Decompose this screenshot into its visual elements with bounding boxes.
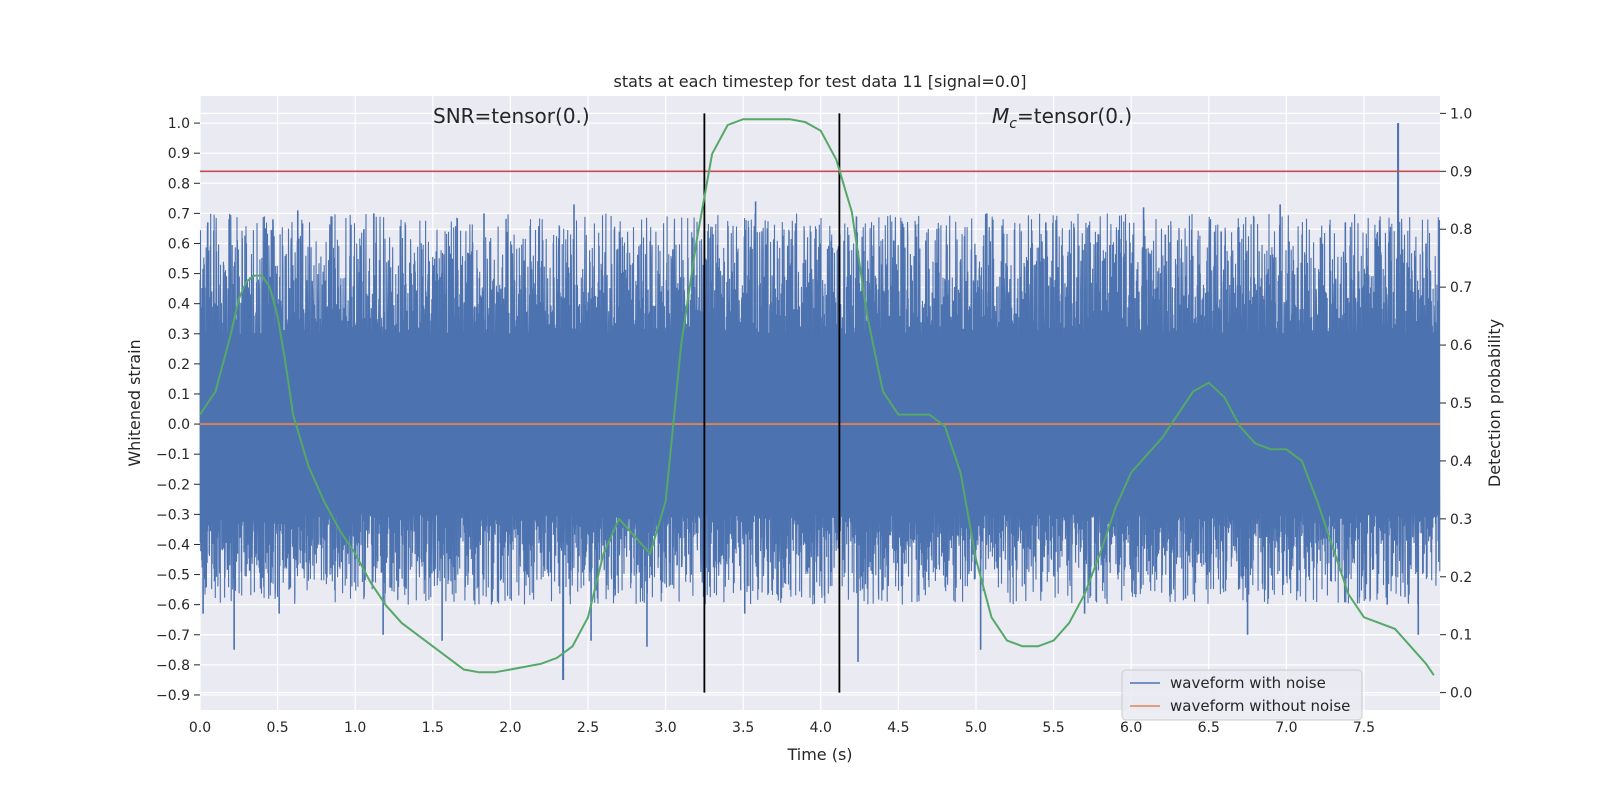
mc-value: =tensor(0.): [1017, 104, 1132, 128]
y-tick-label-left: 0.7: [168, 206, 190, 222]
x-tick-label: 0.0: [189, 720, 211, 736]
x-tick-label: 7.5: [1353, 720, 1375, 736]
y-tick-label-right: 0.0: [1450, 686, 1472, 702]
x-ticks: 0.0 0.5 1.0 1.5 2.0 2.5 3.0 3.5 4.0 4.5 5.0 5.5 6.0 6…: [189, 720, 1375, 736]
y-tick-label-left: −0.2: [156, 477, 190, 493]
x-tick-label: 3.5: [732, 720, 754, 736]
y-tick-label-right: 0.5: [1450, 396, 1472, 412]
chart-title: stats at each timestep for test data 11 …: [614, 72, 1027, 91]
y-tick-label-right: 1.0: [1450, 106, 1472, 122]
y-tick-label-left: 0.3: [168, 327, 190, 343]
y-tick-label-left: −0.6: [156, 598, 190, 614]
x-tick-label: 2.5: [577, 720, 599, 736]
y-tick-label-right: 0.7: [1450, 280, 1472, 296]
y-tick-label-right: 0.3: [1450, 512, 1472, 528]
y-tick-label-right: 0.1: [1450, 628, 1472, 644]
x-tick-label: 5.5: [1042, 720, 1064, 736]
x-tick-label: 4.0: [810, 720, 832, 736]
y-tick-label-right: 0.9: [1450, 164, 1472, 180]
y-axis-label-right: Detection probability: [1485, 319, 1504, 487]
overlay-lines: [200, 113, 1440, 693]
legend-label-noise: waveform with noise: [1170, 674, 1326, 692]
x-axis-label: Time (s): [786, 745, 852, 764]
y-tick-label-left: −0.8: [156, 658, 190, 674]
x-tick-label: 6.0: [1120, 720, 1142, 736]
x-tick-label: 1.5: [422, 720, 444, 736]
y-tick-label-right: 0.8: [1450, 222, 1472, 238]
y-tick-label-left: 0.9: [168, 146, 190, 162]
y-tick-label-right: 0.6: [1450, 338, 1472, 354]
legend: waveform with noise waveform without noi…: [1121, 669, 1363, 721]
x-tick-label: 7.0: [1275, 720, 1297, 736]
y-tick-label-left: −0.3: [156, 507, 190, 523]
legend-box: [1121, 669, 1363, 721]
x-tick-label: 2.0: [499, 720, 521, 736]
y-tick-label-left: −0.7: [156, 628, 190, 644]
x-tick-label: 6.5: [1198, 720, 1220, 736]
y-ticks-right: 0.0 0.1 0.2 0.3 0.4 0.5 0.6 0.7 0.8 0.9 1.0: [1440, 106, 1472, 702]
y-tick-label-left: −0.9: [156, 688, 190, 704]
mc-annotation: Mc=tensor(0.): [992, 104, 1132, 132]
snr-annotation: SNR=tensor(0.): [433, 104, 590, 128]
mc-subscript: c: [1009, 116, 1017, 132]
series-waveform-with-noise: [199, 123, 1441, 680]
y-ticks-left: −0.9 −0.8 −0.7 −0.6 −0.5 −0.4 −0.3 −0.2 −0.1 0.0 0…: [156, 116, 200, 704]
x-tick-label: 3.0: [654, 720, 676, 736]
y-tick-label-left: −0.4: [156, 537, 190, 553]
x-tick-label: 4.5: [887, 720, 909, 736]
legend-label-clean: waveform without noise: [1170, 697, 1350, 715]
y-tick-label-left: 0.1: [168, 387, 190, 403]
y-tick-label-left: 0.8: [168, 176, 190, 192]
x-tick-label: 1.0: [344, 720, 366, 736]
x-tick-label: 5.0: [965, 720, 987, 736]
y-tick-label-right: 0.2: [1450, 570, 1472, 586]
y-tick-label-left: 0.0: [168, 417, 190, 433]
y-tick-label-left: 0.4: [168, 297, 190, 313]
series-detection-probability: [199, 118, 1435, 676]
y-tick-label-left: 0.6: [168, 236, 190, 252]
y-tick-label-left: 1.0: [168, 116, 190, 132]
y-tick-label-left: −0.5: [156, 568, 190, 584]
y-tick-label-right: 0.4: [1450, 454, 1472, 470]
detection-probability-line: [199, 118, 1435, 676]
y-tick-label-left: −0.1: [156, 447, 190, 463]
mc-symbol: M: [992, 104, 1009, 128]
x-tick-label: 0.5: [266, 720, 288, 736]
y-tick-label-left: 0.2: [168, 357, 190, 373]
y-tick-label-left: 0.5: [168, 267, 190, 283]
y-axis-label-left: Whitened strain: [125, 339, 144, 466]
